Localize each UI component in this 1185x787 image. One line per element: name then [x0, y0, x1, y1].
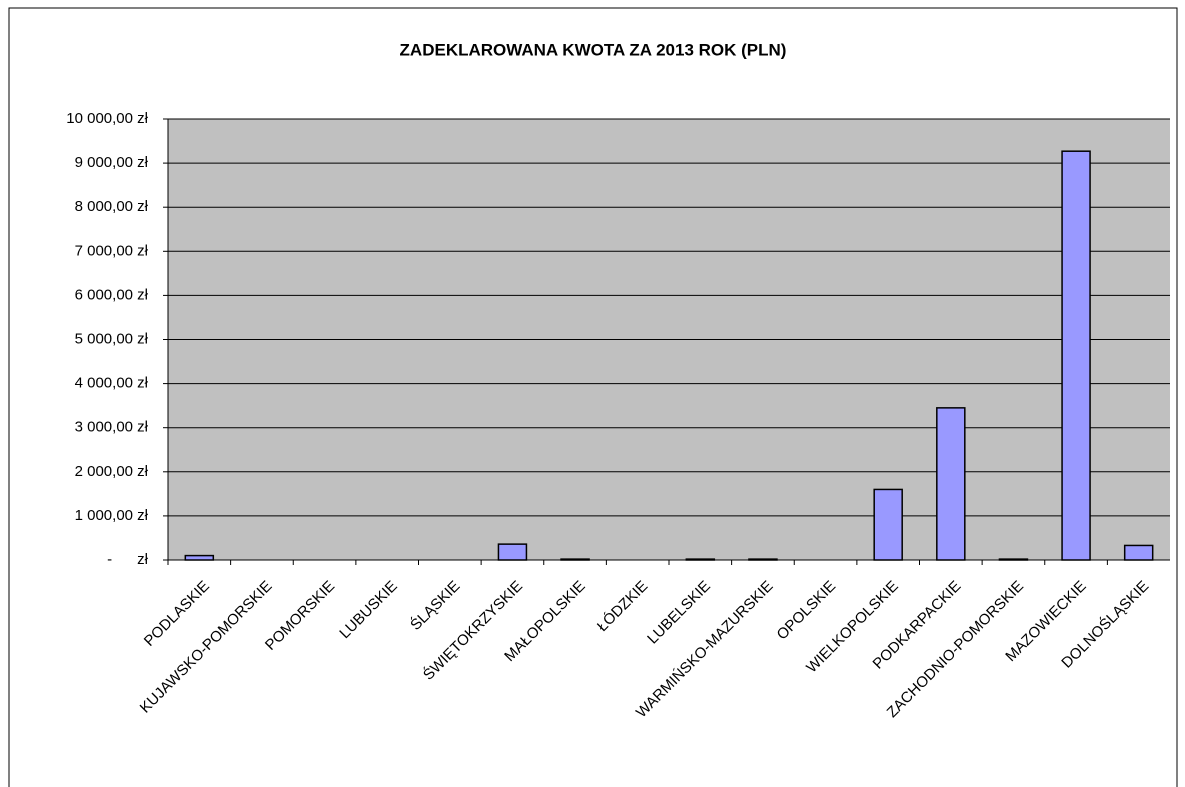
y-tick-label: 4 000,00 zł: [75, 375, 149, 392]
y-tick-label: 3 000,00 zł: [75, 419, 149, 436]
chart-frame: [8, 7, 1178, 787]
bar: [184, 554, 215, 561]
x-tick-label: LUBELSKIE: [644, 578, 714, 648]
x-tick-label: KUJAWSKO-POMORSKIE: [137, 578, 276, 717]
chart-title: ZADEKLAROWANA KWOTA ZA 2013 ROK (PLN): [400, 40, 787, 59]
x-tick-label: OPOLSKIE: [774, 578, 840, 644]
bar: [497, 543, 528, 561]
y-tick-label: 1 000,00 zł: [75, 507, 149, 524]
y-tick-label: - zł: [107, 551, 149, 568]
x-tick-label: ŚLĄSKIE: [406, 577, 463, 634]
bar: [1123, 544, 1154, 561]
bar: [1061, 150, 1091, 561]
y-tick-label: 7 000,00 zł: [75, 242, 149, 259]
y-tick-label: 8 000,00 zł: [75, 198, 149, 215]
y-tick-label: 9 000,00 zł: [75, 154, 149, 171]
x-tick-label: ŁÓDZKIE: [594, 578, 651, 635]
x-tick-label: LUBUSKIE: [336, 578, 400, 642]
y-tick-label: 5 000,00 zł: [75, 330, 149, 347]
y-tick-label: 2 000,00 zł: [75, 463, 149, 480]
bar: [936, 407, 966, 561]
bar: [873, 488, 903, 561]
y-tick-label: 6 000,00 zł: [75, 286, 149, 303]
x-tick-label: WARMIŃSKO-MAZURSKIE: [633, 578, 777, 722]
y-tick-label: 10 000,00 zł: [66, 110, 148, 127]
